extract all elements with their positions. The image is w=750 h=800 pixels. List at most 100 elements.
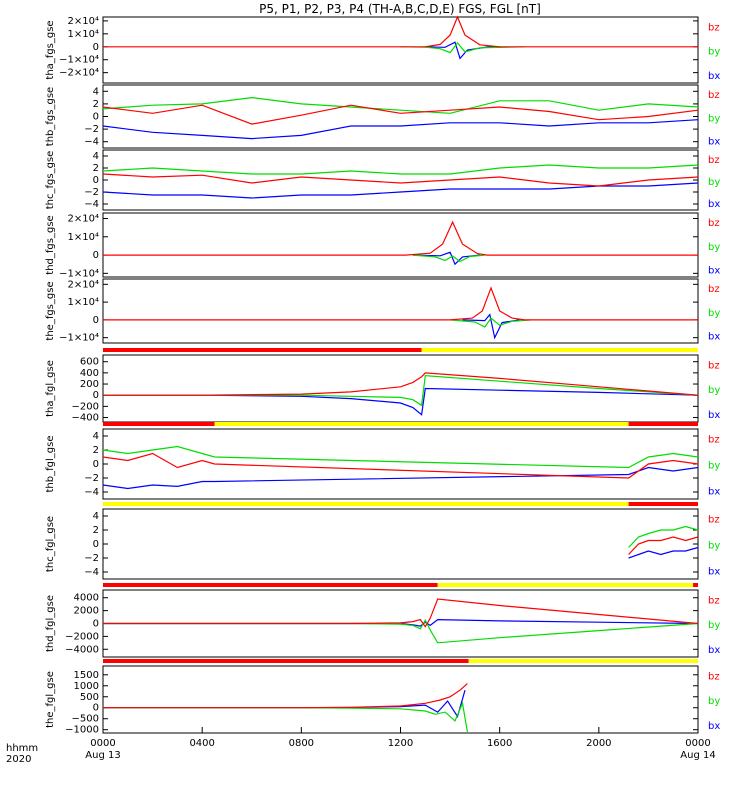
- series-by: [102, 164, 699, 175]
- legend-by: by: [708, 696, 720, 707]
- panel-thb_fgs_gse: 4 2 0−2 −4 thb_fgs_gse bz by bx: [45, 84, 720, 149]
- y-tick-label: 0: [93, 250, 99, 261]
- legend-by: by: [708, 177, 720, 188]
- series-by: [103, 375, 699, 407]
- x-tick-label: 2000: [586, 738, 611, 749]
- legend-by: by: [708, 620, 720, 631]
- flag-bar-red: [628, 422, 698, 426]
- y-tick-label: −2×10⁴: [59, 68, 99, 79]
- series-bz: [102, 173, 699, 187]
- series-by: [450, 317, 532, 328]
- x-tick-label: 1200: [388, 738, 413, 749]
- y-tick-label: 0: [93, 42, 99, 53]
- y-axis-label: thb_fgl_gse: [45, 436, 56, 493]
- y-axis-label: the_fgl_gse: [45, 671, 56, 728]
- series-by: [628, 525, 699, 548]
- series-bz: [103, 220, 698, 256]
- legend-by: by: [708, 461, 720, 472]
- y-tick-label: −200: [72, 401, 99, 412]
- legend-bz: bz: [708, 90, 720, 101]
- y-tick-label: 4000: [74, 593, 99, 604]
- series-by: [102, 96, 699, 114]
- legend-by: by: [708, 541, 720, 552]
- y-tick-label: 4: [93, 431, 99, 442]
- time-header-line1: hhmm: [6, 743, 38, 754]
- series-by: [412, 254, 485, 263]
- series-bx: [102, 466, 699, 490]
- y-tick-label: 0: [93, 390, 99, 401]
- y-tick-label: 0: [93, 619, 99, 630]
- panel-thc_fgs_gse: 420−2−4 thc_fgs_gse bz by bx: [45, 149, 720, 211]
- x-tick-label: 0000: [685, 738, 710, 749]
- y-tick-label: −4000: [65, 644, 99, 655]
- plot-frame: [102, 428, 699, 500]
- series-by: [400, 41, 525, 54]
- y-tick-label: 4: [93, 511, 99, 522]
- y-tick-label: −1×10⁴: [59, 55, 99, 66]
- series-bx: [462, 313, 520, 340]
- legend-bx: bx: [708, 566, 720, 577]
- plot-frame: [102, 354, 699, 423]
- series-bx: [425, 41, 500, 60]
- legend-bz: bz: [708, 22, 720, 33]
- series-bx: [102, 119, 699, 140]
- x-tick-label: 0400: [189, 738, 214, 749]
- legend-bz: bz: [708, 435, 720, 446]
- y-tick-label: 4: [93, 151, 99, 162]
- y-tick-label: 4: [93, 86, 99, 97]
- legend-bz: bz: [708, 671, 720, 682]
- y-tick-label: −2000: [65, 631, 99, 642]
- series-bz: [628, 536, 699, 555]
- legend-bz: bz: [708, 218, 720, 229]
- flag-bar-yellow: [421, 348, 698, 352]
- y-tick-label: 500: [80, 692, 99, 703]
- legend-bx: bx: [708, 486, 720, 497]
- y-tick-label: −2: [84, 473, 99, 484]
- flag-bar-red: [103, 583, 438, 587]
- date-label-end: Aug 14: [680, 750, 715, 761]
- legend-by: by: [708, 242, 720, 253]
- plot-frame: [102, 665, 699, 734]
- series-bz: [103, 683, 468, 709]
- y-tick-label: 2: [93, 99, 99, 110]
- y-tick-label: 600: [80, 357, 99, 368]
- y-axis-label: thd_fgl_gse: [45, 595, 56, 652]
- y-tick-label: −2: [84, 553, 99, 564]
- y-tick-label: −1000: [65, 725, 99, 736]
- x-tick-label: 0000: [90, 738, 115, 749]
- series-bz: [102, 104, 699, 125]
- series-by: [102, 445, 699, 469]
- plot-frame: [102, 149, 699, 211]
- legend-bz: bz: [708, 360, 720, 371]
- legend-by: by: [708, 308, 720, 319]
- legend-bx: bx: [708, 331, 720, 342]
- series-bx: [628, 546, 699, 559]
- series-bz: [103, 286, 698, 321]
- panel-thc_fgl_gse: 4 2 0 −2 −4 thc_fgl_gse bz by bx: [45, 502, 720, 580]
- y-tick-label: −400: [72, 413, 99, 424]
- legend-bx: bx: [708, 137, 720, 148]
- series-bz: [103, 598, 699, 628]
- flag-bar-yellow: [103, 502, 629, 506]
- flag-bar-yellow: [468, 659, 698, 663]
- legend-bx: bx: [708, 410, 720, 421]
- y-tick-label: 0: [93, 175, 99, 186]
- flag-bar-yellow: [214, 422, 629, 426]
- legend-bx: bx: [708, 645, 720, 656]
- y-tick-label: 2: [93, 163, 99, 174]
- y-tick-label: 0: [93, 459, 99, 470]
- time-header-line2: 2020: [6, 754, 31, 765]
- y-tick-label: 1×10⁴: [68, 297, 99, 308]
- flag-bar-red: [628, 502, 698, 506]
- y-tick-label: 2×10⁴: [68, 16, 99, 27]
- legend-bz: bz: [708, 155, 720, 166]
- flag-bar-yellow: [437, 583, 694, 587]
- legend-by: by: [708, 385, 720, 396]
- y-tick-label: 2×10⁴: [68, 279, 99, 290]
- y-tick-label: 0: [93, 703, 99, 714]
- legend-bx: bx: [708, 721, 720, 732]
- flag-bar-red: [103, 348, 422, 352]
- legend-bz: bz: [708, 595, 720, 606]
